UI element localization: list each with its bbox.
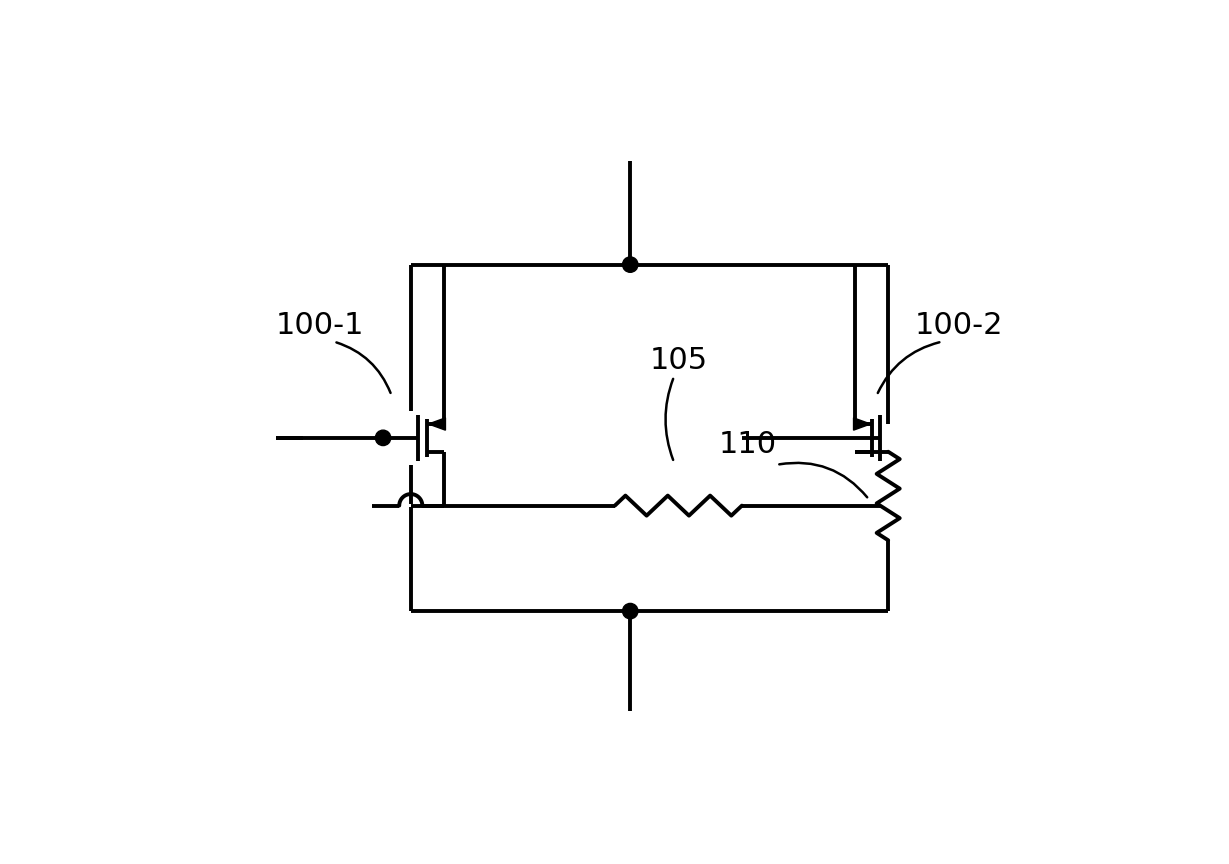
Circle shape — [623, 257, 638, 272]
Text: 105: 105 — [649, 346, 708, 375]
Text: 100-1: 100-1 — [277, 311, 365, 340]
Polygon shape — [854, 418, 870, 430]
Text: 110: 110 — [719, 430, 777, 460]
Text: 100-2: 100-2 — [916, 311, 1004, 340]
Polygon shape — [429, 418, 445, 430]
Circle shape — [623, 603, 638, 619]
Circle shape — [375, 430, 391, 446]
